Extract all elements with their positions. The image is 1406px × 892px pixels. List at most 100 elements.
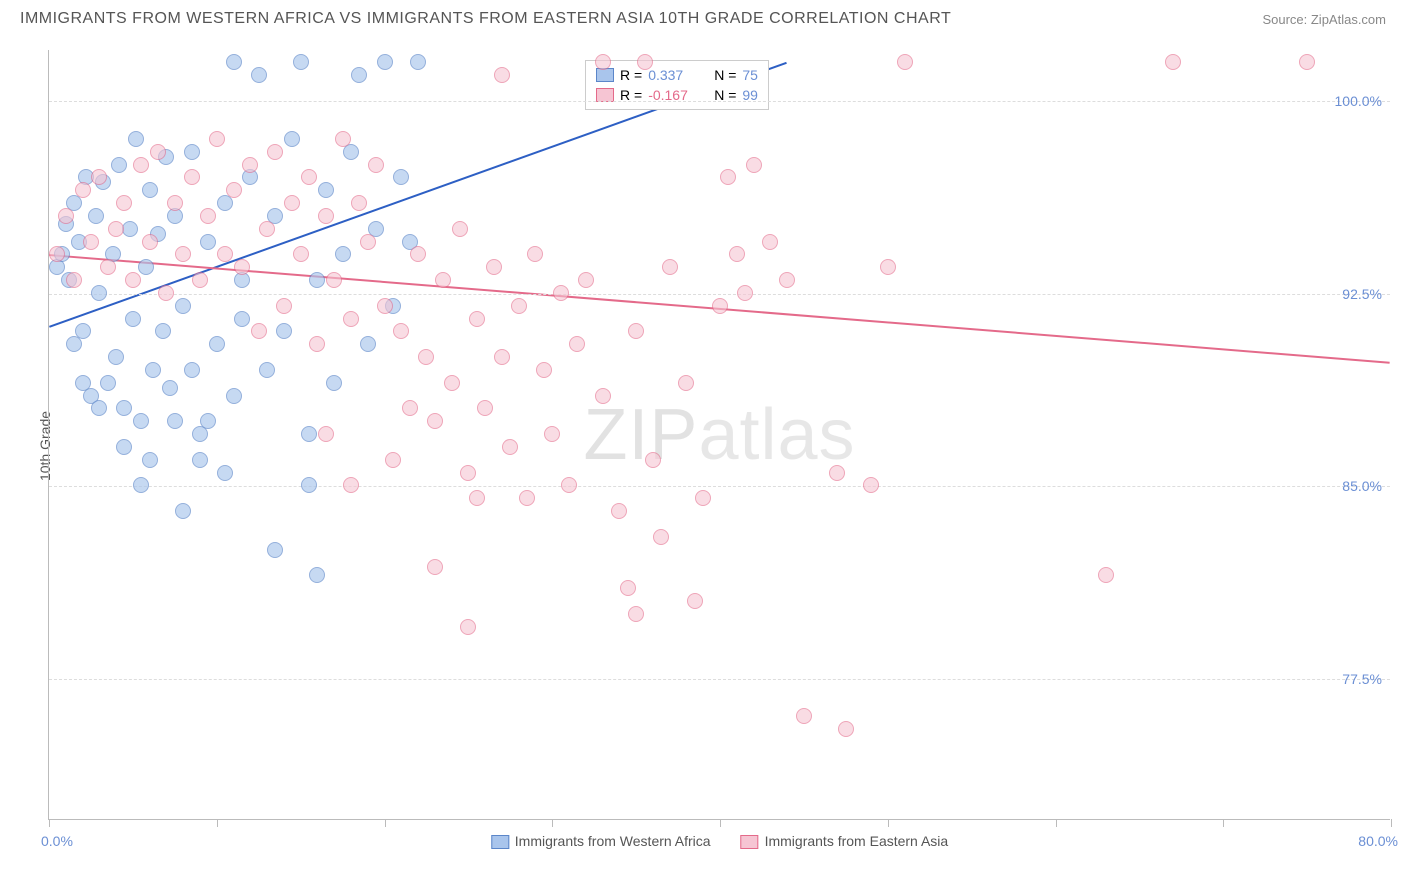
data-point-eastern_asia [133, 157, 149, 173]
data-point-eastern_asia [326, 272, 342, 288]
scatter-chart: ZIPatlas R = 0.337 N = 75R = -0.167 N = … [48, 50, 1390, 820]
source-attribution: Source: ZipAtlas.com [1262, 12, 1386, 27]
data-point-western_africa [88, 208, 104, 224]
data-point-eastern_asia [1098, 567, 1114, 583]
data-point-eastern_asia [301, 169, 317, 185]
correlation-legend: R = 0.337 N = 75R = -0.167 N = 99 [585, 60, 769, 110]
legend-item-eastern-asia: Immigrants from Eastern Asia [741, 833, 949, 849]
data-point-eastern_asia [620, 580, 636, 596]
data-point-eastern_asia [427, 413, 443, 429]
n-value: 75 [742, 67, 758, 83]
data-point-western_africa [184, 144, 200, 160]
data-point-eastern_asia [75, 182, 91, 198]
y-tick-label: 77.5% [1342, 671, 1382, 687]
data-point-western_africa [217, 465, 233, 481]
data-point-eastern_asia [435, 272, 451, 288]
x-tick [888, 819, 889, 827]
data-point-western_africa [226, 54, 242, 70]
data-point-western_africa [91, 400, 107, 416]
data-point-eastern_asia [385, 452, 401, 468]
data-point-eastern_asia [200, 208, 216, 224]
data-point-eastern_asia [460, 465, 476, 481]
data-point-eastern_asia [217, 246, 233, 262]
data-point-eastern_asia [242, 157, 258, 173]
data-point-eastern_asia [158, 285, 174, 301]
data-point-eastern_asia [108, 221, 124, 237]
data-point-western_africa [111, 157, 127, 173]
data-point-eastern_asia [100, 259, 116, 275]
watermark-part1: ZIP [583, 395, 698, 475]
data-point-eastern_asia [880, 259, 896, 275]
data-point-western_africa [125, 311, 141, 327]
data-point-eastern_asia [519, 490, 535, 506]
data-point-eastern_asia [452, 221, 468, 237]
data-point-western_africa [175, 298, 191, 314]
data-point-western_africa [335, 246, 351, 262]
data-point-eastern_asia [267, 144, 283, 160]
data-point-eastern_asia [410, 246, 426, 262]
data-point-eastern_asia [209, 131, 225, 147]
data-point-eastern_asia [309, 336, 325, 352]
data-point-eastern_asia [142, 234, 158, 250]
source-prefix: Source: [1262, 12, 1310, 27]
data-point-eastern_asia [226, 182, 242, 198]
data-point-western_africa [128, 131, 144, 147]
data-point-eastern_asia [427, 559, 443, 575]
y-tick-label: 100.0% [1335, 93, 1382, 109]
data-point-eastern_asia [418, 349, 434, 365]
data-point-eastern_asia [494, 349, 510, 365]
r-label: R = [620, 67, 642, 83]
data-point-eastern_asia [595, 54, 611, 70]
data-point-western_africa [75, 375, 91, 391]
data-point-eastern_asia [779, 272, 795, 288]
data-point-western_africa [234, 311, 250, 327]
data-point-eastern_asia [595, 388, 611, 404]
data-point-eastern_asia [645, 452, 661, 468]
data-point-eastern_asia [335, 131, 351, 147]
data-point-eastern_asia [494, 67, 510, 83]
data-point-eastern_asia [125, 272, 141, 288]
data-point-western_africa [184, 362, 200, 378]
data-point-eastern_asia [611, 503, 627, 519]
data-point-eastern_asia [393, 323, 409, 339]
data-point-western_africa [377, 54, 393, 70]
data-point-eastern_asia [469, 311, 485, 327]
x-tick [720, 819, 721, 827]
data-point-eastern_asia [796, 708, 812, 724]
data-point-eastern_asia [251, 323, 267, 339]
legend-swatch-western-africa [491, 835, 509, 849]
x-tick [1223, 819, 1224, 827]
gridline [49, 679, 1390, 680]
data-point-eastern_asia [897, 54, 913, 70]
data-point-eastern_asia [637, 54, 653, 70]
data-point-eastern_asia [343, 477, 359, 493]
data-point-western_africa [410, 54, 426, 70]
data-point-eastern_asia [293, 246, 309, 262]
data-point-eastern_asia [83, 234, 99, 250]
data-point-western_africa [108, 349, 124, 365]
data-point-eastern_asia [863, 477, 879, 493]
data-point-eastern_asia [553, 285, 569, 301]
data-point-western_africa [192, 452, 208, 468]
data-point-western_africa [145, 362, 161, 378]
data-point-western_africa [393, 169, 409, 185]
data-point-eastern_asia [167, 195, 183, 211]
data-point-western_africa [100, 375, 116, 391]
x-tick [217, 819, 218, 827]
data-point-eastern_asia [829, 465, 845, 481]
data-point-western_africa [138, 259, 154, 275]
data-point-western_africa [226, 388, 242, 404]
data-point-eastern_asia [91, 169, 107, 185]
data-point-eastern_asia [737, 285, 753, 301]
x-axis-max-label: 80.0% [1358, 833, 1398, 849]
data-point-western_africa [318, 182, 334, 198]
data-point-eastern_asia [511, 298, 527, 314]
data-point-eastern_asia [175, 246, 191, 262]
data-point-western_africa [91, 285, 107, 301]
data-point-western_africa [259, 362, 275, 378]
data-point-eastern_asia [838, 721, 854, 737]
watermark-part2: atlas [698, 395, 855, 475]
legend-row-western_africa: R = 0.337 N = 75 [596, 65, 758, 85]
data-point-western_africa [133, 477, 149, 493]
data-point-eastern_asia [66, 272, 82, 288]
